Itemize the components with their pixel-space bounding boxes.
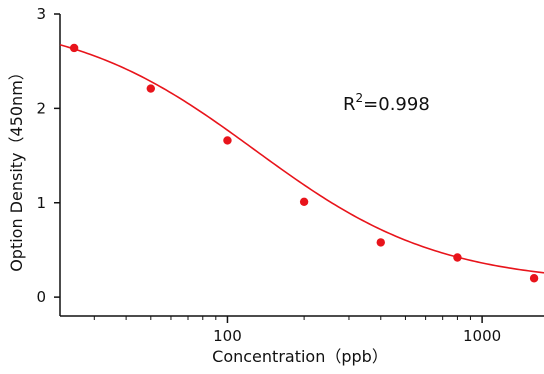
r-squared-superscript: 2 — [356, 91, 364, 105]
data-point — [223, 136, 232, 145]
data-point — [376, 238, 385, 247]
data-points — [69, 43, 539, 283]
y-axis-title: Option Density（450nm） — [7, 64, 26, 272]
x-tick-label: 1000 — [463, 327, 501, 345]
y-tick-label: 3 — [36, 5, 46, 23]
fit-curve — [59, 44, 544, 274]
data-point — [299, 197, 309, 207]
y-tick-label: 1 — [36, 194, 46, 212]
x-ticks: 100 1000 — [93, 316, 501, 345]
r-squared-base: R — [343, 94, 356, 115]
axes — [59, 14, 544, 317]
x-axis-title: Concentration（ppb） — [212, 347, 388, 366]
r-squared-annotation: R2=0.998 — [343, 91, 430, 115]
y-tick-label: 0 — [36, 288, 46, 306]
data-point — [69, 43, 79, 53]
data-point — [529, 274, 539, 283]
r-squared-value: =0.998 — [363, 94, 430, 115]
y-tick-label: 2 — [36, 99, 46, 117]
x-tick-label: 100 — [213, 327, 242, 345]
data-point — [453, 253, 462, 262]
y-ticks: 0 1 2 3 — [36, 5, 60, 306]
data-point — [146, 84, 155, 93]
